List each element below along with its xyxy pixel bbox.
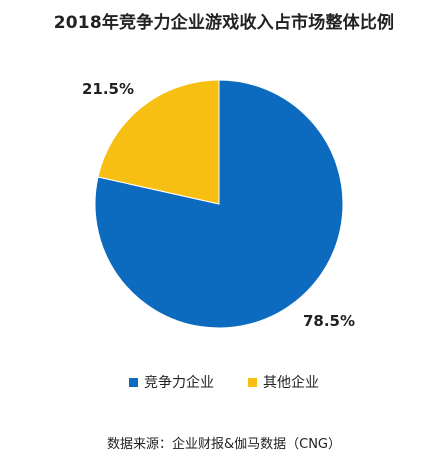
legend-swatch-other bbox=[248, 377, 257, 387]
slice-label-other: 21.5% bbox=[82, 80, 134, 98]
legend-swatch-competitive bbox=[129, 377, 138, 387]
chart-title: 2018年竞争力企业游戏收入占市场整体比例 bbox=[53, 13, 395, 33]
source-note: 数据来源：企业财报&伽马数据（CNG） bbox=[106, 437, 341, 452]
legend-item-other: 其他企业 bbox=[248, 372, 319, 392]
slice-label-competitive: 78.5% bbox=[303, 312, 355, 330]
legend-label-competitive: 竞争力企业 bbox=[144, 375, 214, 391]
legend-item-competitive: 竞争力企业 bbox=[129, 372, 214, 392]
chart-legend: 竞争力企业 其他企业 bbox=[0, 372, 448, 392]
slice-other bbox=[97, 79, 220, 205]
legend-label-other: 其他企业 bbox=[263, 375, 319, 391]
